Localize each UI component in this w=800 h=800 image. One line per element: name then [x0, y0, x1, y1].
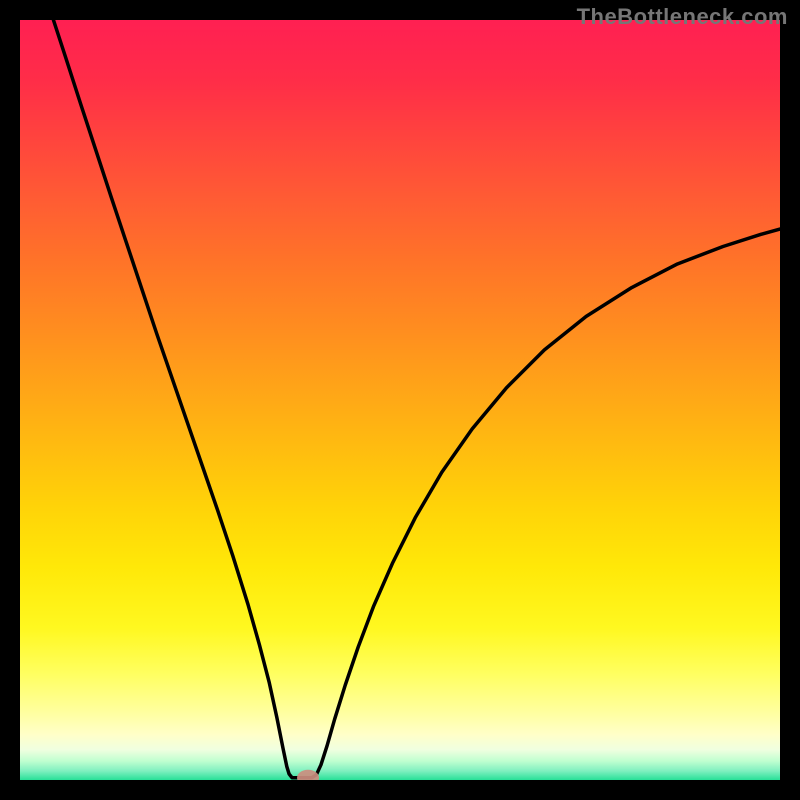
gradient-background [20, 20, 780, 780]
bottleneck-chart [0, 0, 800, 800]
watermark-text: TheBottleneck.com [577, 4, 788, 30]
chart-canvas: TheBottleneck.com [0, 0, 800, 800]
